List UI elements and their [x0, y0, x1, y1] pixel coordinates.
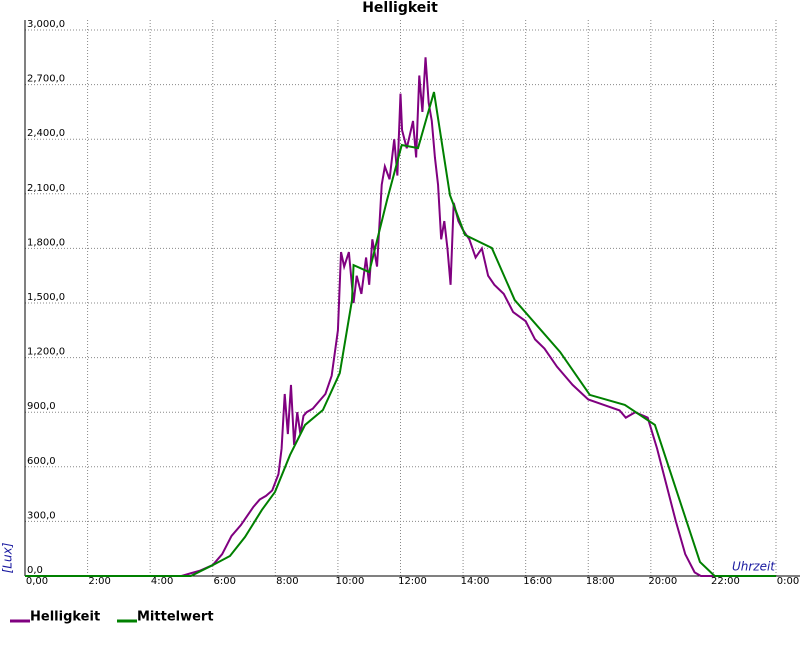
- y-tick-label: 2,100,0: [27, 183, 65, 194]
- x-tick-label: 22:00: [711, 576, 740, 587]
- y-tick-label: 2,400,0: [27, 128, 65, 139]
- line-series: [25, 91, 776, 577]
- legend-label: Helligkeit: [30, 610, 100, 625]
- y-tick-label: 3,000,0: [27, 19, 65, 30]
- y-tick-label: 300,0: [27, 510, 56, 521]
- legend-label: Mittelwert: [137, 610, 214, 625]
- y-tick-label: 900,0: [27, 401, 56, 412]
- x-tick-label: 0,00: [26, 576, 48, 587]
- x-tick-label: 2:00: [88, 576, 110, 587]
- y-tick-label: 1,200,0: [27, 347, 65, 358]
- x-axis-label: Uhrzeit: [732, 560, 776, 574]
- y-axis-label: [Lux]: [1, 542, 15, 573]
- x-tick-label: 6:00: [214, 576, 236, 587]
- y-tick-label: 1,500,0: [27, 292, 65, 303]
- y-tick-label: 1,800,0: [27, 237, 65, 248]
- x-tick-label: 12:00: [398, 576, 427, 587]
- x-tick-label: 4:00: [151, 576, 173, 587]
- x-tick-label: 8:00: [276, 576, 298, 587]
- x-tick-label: 0:00: [777, 576, 799, 587]
- chart-title: Helligkeit: [362, 0, 438, 16]
- x-tick-label: 18:00: [586, 576, 615, 587]
- y-tick-label: 600,0: [27, 456, 56, 467]
- x-tick-label: 20:00: [648, 576, 677, 587]
- x-tick-label: 16:00: [523, 576, 552, 587]
- x-tick-label: 14:00: [461, 576, 490, 587]
- y-tick-label: 0,0: [27, 565, 43, 576]
- y-tick-label: 2,700,0: [27, 74, 65, 85]
- line-series: [25, 57, 776, 577]
- x-tick-label: 10:00: [336, 576, 365, 587]
